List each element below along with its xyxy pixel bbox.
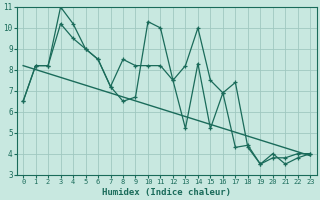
X-axis label: Humidex (Indice chaleur): Humidex (Indice chaleur) <box>102 188 231 197</box>
